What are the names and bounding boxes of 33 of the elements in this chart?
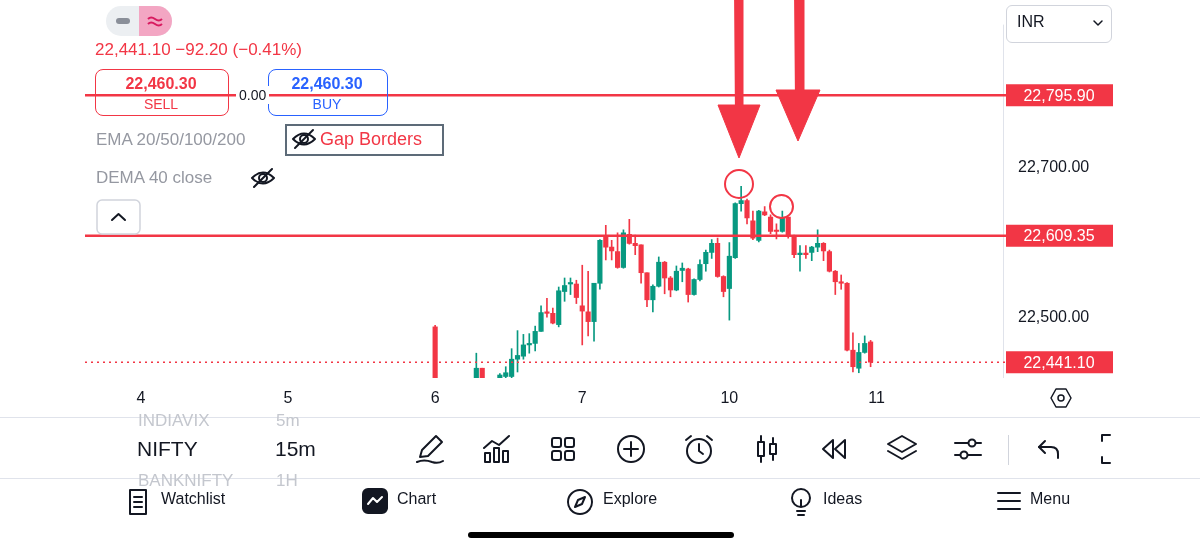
text: Ideas	[823, 490, 863, 507]
annotation: SELL	[142, 96, 180, 112]
annotation: EMA 20/50/100/200	[96, 130, 246, 149]
text: Chart	[397, 490, 437, 507]
text: Menu	[1030, 490, 1071, 507]
x-tick-label: 7	[577, 389, 587, 407]
y-tick-label: 22,500.00	[1018, 308, 1090, 326]
ref-line-label: 22,795.90	[1023, 86, 1095, 104]
text: Explore	[603, 490, 658, 507]
text: INDIAVIX	[138, 411, 210, 430]
x-tick-label: 6	[430, 389, 440, 407]
annotation: DEMA 40 close	[96, 168, 213, 187]
annotation: Gap Borders	[320, 129, 423, 149]
text: 1H	[276, 471, 298, 490]
text: NIFTY	[137, 437, 198, 460]
candlestick	[479, 367, 485, 378]
text: BANKNIFTY	[138, 471, 234, 490]
text: INR	[1017, 13, 1045, 30]
x-tick-label: 5	[283, 389, 293, 407]
x-tick-label: 4	[136, 389, 146, 407]
text: 5m	[276, 411, 300, 430]
ref-line-label: 22,441.10	[1023, 353, 1095, 371]
annotation: BUY	[311, 96, 343, 112]
text: 15m	[275, 437, 316, 460]
ref-line-label: 22,609.35	[1023, 227, 1095, 245]
x-tick-label: 10	[720, 389, 739, 407]
text: Watchlist	[161, 490, 226, 507]
annotation: 0.00	[236, 86, 270, 104]
annotation: 22,460.30	[290, 75, 364, 92]
y-tick-label: 22,700.00	[1018, 157, 1090, 175]
annotation: 22,460.30	[124, 75, 198, 92]
x-tick-label: 11	[868, 389, 885, 407]
annotation: 22,441.10 −92.20 (−0.41%)	[95, 40, 302, 59]
